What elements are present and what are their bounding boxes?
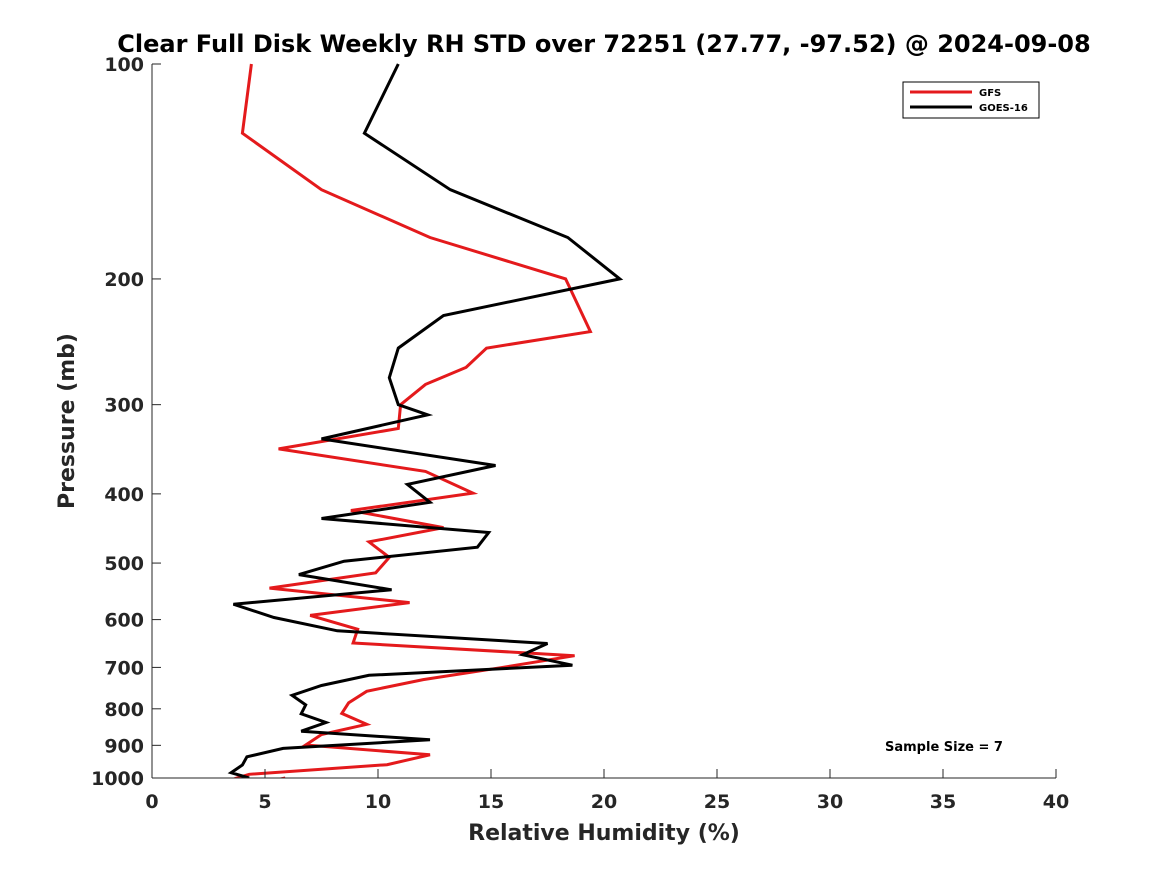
- series-layer: [227, 63, 624, 778]
- y-tick-label: 1000: [91, 768, 144, 790]
- y-tick-label: 300: [104, 395, 144, 417]
- legend-label-goes-16: GOES-16: [979, 103, 1028, 114]
- axes-layer: [151, 64, 1056, 779]
- y-tick-label: 800: [104, 699, 144, 721]
- x-tick-label: 25: [704, 791, 730, 813]
- y-tick-label: 600: [104, 610, 144, 632]
- legend-items: GFS GOES-16: [910, 88, 1028, 114]
- x-tick-label: 35: [930, 791, 956, 813]
- x-tick-label: 5: [258, 791, 271, 813]
- y-tick-label: 900: [104, 735, 144, 757]
- x-tick-label: 0: [145, 791, 158, 813]
- x-axis-ticks: 0 5 10 15 20 25 30 35 40: [145, 769, 1069, 813]
- x-tick-label: 10: [365, 791, 391, 813]
- series-line-gfs: [231, 63, 593, 778]
- y-tick-label: 500: [104, 553, 144, 575]
- y-tick-label: 100: [104, 54, 144, 76]
- y-axis-ticks: 100 200 300 400 500 600 700 800 900 1000: [91, 54, 161, 790]
- y-tick-label: 400: [104, 484, 144, 506]
- x-tick-label: 30: [817, 791, 843, 813]
- plot-area: 0 5 10 15 20 25 30 35 40 100 200 300 400 500 600 700 80…: [91, 54, 1069, 813]
- legend-box: [902, 81, 1040, 119]
- y-tick-label: 200: [104, 269, 144, 291]
- legend-label-gfs: GFS: [979, 88, 1001, 99]
- chart-title: Clear Full Disk Weekly RH STD over 72251…: [117, 30, 1090, 58]
- x-axis-label: Relative Humidity (%): [468, 821, 740, 846]
- x-tick-label: 40: [1043, 791, 1069, 813]
- series-line-goes-16: [227, 63, 624, 778]
- sample-size-annotation: Sample Size = 7: [885, 740, 1003, 755]
- y-axis-label: Pressure (mb): [55, 333, 80, 509]
- y-tick-label: 700: [104, 657, 144, 679]
- legend: GFS GOES-16: [902, 81, 1040, 119]
- x-tick-label: 15: [478, 791, 504, 813]
- x-tick-label: 20: [591, 791, 617, 813]
